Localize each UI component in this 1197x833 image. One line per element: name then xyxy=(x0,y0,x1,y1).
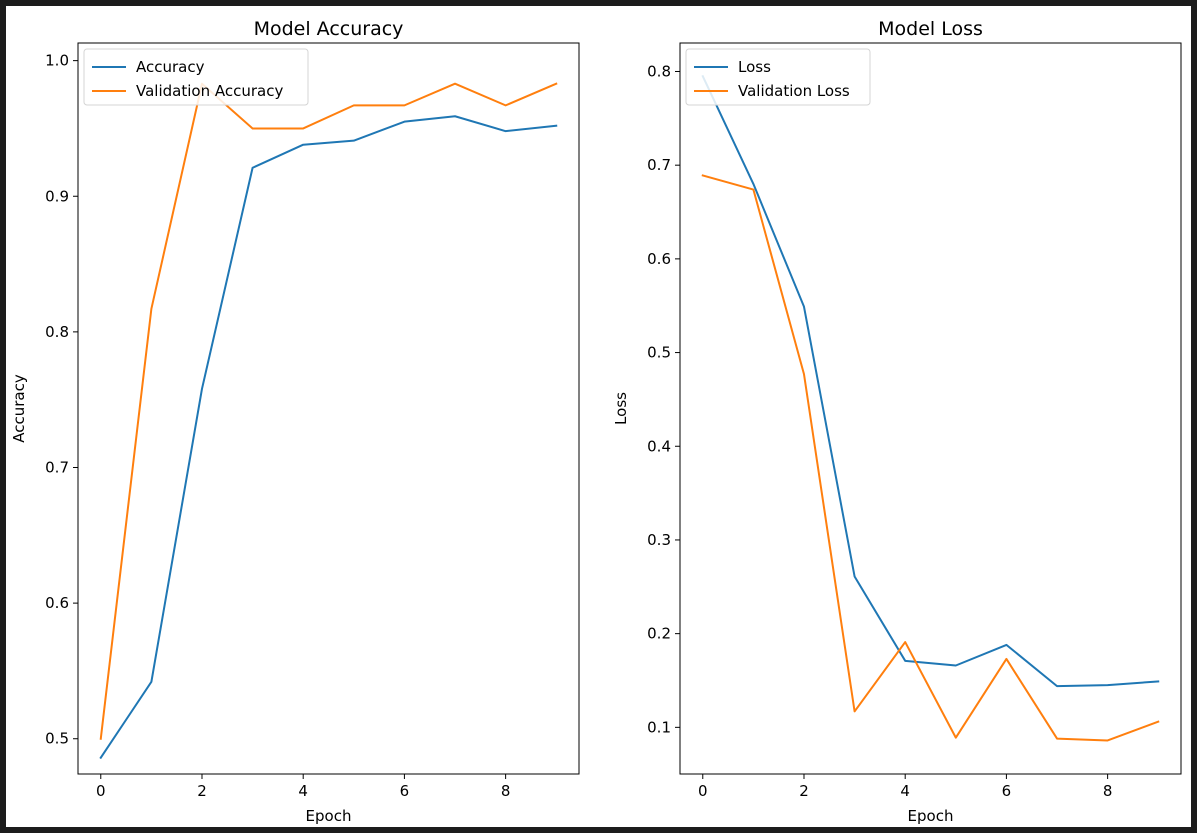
y-tick-label: 0.8 xyxy=(647,62,671,80)
y-tick-label: 0.5 xyxy=(45,730,69,748)
legend-label-1: Validation Loss xyxy=(738,82,850,100)
legend-label-0: Loss xyxy=(738,58,771,76)
y-tick-label: 0.3 xyxy=(647,531,671,549)
y-tick-label: 0.8 xyxy=(45,323,69,341)
x-tick-label: 8 xyxy=(501,782,511,800)
y-tick-label: 0.9 xyxy=(45,187,69,205)
x-tick-label: 4 xyxy=(298,782,308,800)
legend-label-1: Validation Accuracy xyxy=(136,82,283,100)
y-tick-label: 0.7 xyxy=(647,156,671,174)
x-tick-label: 6 xyxy=(1002,782,1012,800)
y-tick-label: 0.2 xyxy=(647,625,671,643)
x-axis-label: Epoch xyxy=(908,807,954,825)
y-axis-label: Loss xyxy=(612,392,630,425)
x-tick-label: 6 xyxy=(400,782,410,800)
series-line-1 xyxy=(99,82,558,740)
plot-frame xyxy=(679,42,1182,775)
y-axis-label: Accuracy xyxy=(10,374,28,443)
y-tick-label: 1.0 xyxy=(45,52,69,70)
plot-frame xyxy=(77,42,580,775)
figure-canvas: Model Accuracy 0 2 4 6 8 0.5 0.6 0.7 0.8 0.9 1.0 Epo… xyxy=(10,18,1182,825)
x-tick-label: 8 xyxy=(1103,782,1113,800)
chart-title: Model Loss xyxy=(878,18,983,40)
x-tick-label: 2 xyxy=(197,782,207,800)
x-tick-label: 0 xyxy=(698,782,708,800)
y-tick-label: 0.7 xyxy=(45,458,69,476)
legend-label-0: Accuracy xyxy=(136,58,205,76)
x-axis-label: Epoch xyxy=(306,807,352,825)
series-line-1 xyxy=(701,174,1160,742)
series-line-0 xyxy=(701,74,1160,688)
x-tick-label: 4 xyxy=(900,782,910,800)
chart-panel-0: Model Accuracy 0 2 4 6 8 0.5 0.6 0.7 0.8 0.9 1.0 Epo… xyxy=(10,18,580,825)
legend-box xyxy=(83,48,309,106)
chart-panel-1: Model Loss 0 2 4 6 8 0.1 0.2 0.3 0.4 0.5 0.6 0.7 0.8 E… xyxy=(612,18,1182,825)
y-tick-label: 0.4 xyxy=(647,437,671,455)
chart-title: Model Accuracy xyxy=(254,18,404,40)
y-tick-label: 0.5 xyxy=(647,344,671,362)
y-tick-label: 0.6 xyxy=(45,594,69,612)
y-tick-label: 0.6 xyxy=(647,250,671,268)
x-tick-label: 0 xyxy=(96,782,106,800)
x-tick-label: 2 xyxy=(799,782,809,800)
legend-box xyxy=(685,48,871,106)
y-tick-label: 0.1 xyxy=(647,718,671,736)
series-line-0 xyxy=(99,115,558,760)
